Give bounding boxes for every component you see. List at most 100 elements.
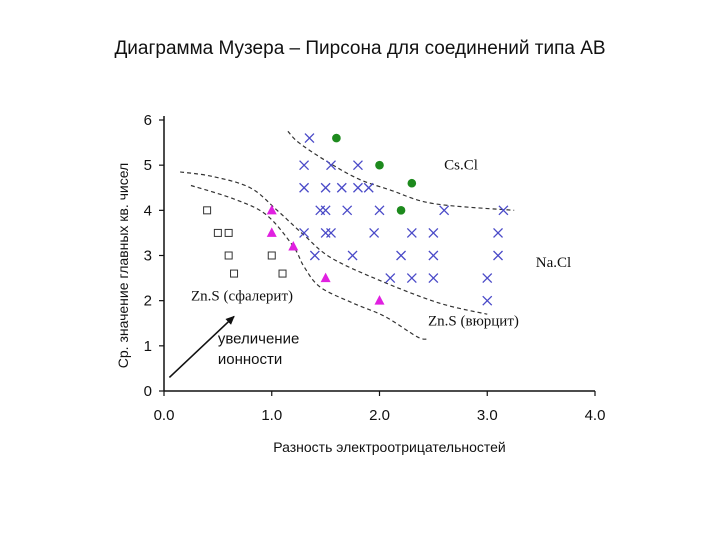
axes: 0.0 1.0 2.0 3.0 4.0 0 1 2 3 4 5 6 <box>144 112 606 424</box>
x-tick-label: 2.0 <box>369 407 390 424</box>
annotation-label: Cs.Cl <box>444 158 478 174</box>
x-axis-title: Разность электроотрицательностей <box>273 439 506 455</box>
cross-point <box>304 133 315 144</box>
slide-title: Диаграмма Музера – Пирсона для соединени… <box>114 38 606 59</box>
cross-point <box>320 205 331 216</box>
cross-stroke <box>428 227 439 238</box>
cross-stroke <box>482 295 493 306</box>
cross-point <box>482 295 493 306</box>
cross-stroke <box>347 250 358 261</box>
cross-stroke <box>493 227 503 238</box>
cross-stroke <box>299 182 310 193</box>
square-point <box>224 228 233 237</box>
x-tick-label: 1.0 <box>261 407 282 424</box>
cross-point <box>406 273 417 284</box>
circle-point <box>396 206 406 215</box>
cross-stroke <box>309 250 320 261</box>
cross-stroke <box>326 160 336 171</box>
cross-point <box>309 250 320 261</box>
cross-stroke <box>320 182 331 193</box>
cross-point <box>493 250 503 261</box>
cross-point <box>406 227 417 238</box>
cross-point <box>428 250 439 261</box>
cross-stroke <box>369 227 380 238</box>
cross-stroke <box>493 250 503 261</box>
triangle-point <box>266 204 277 215</box>
cross-point <box>385 273 396 284</box>
cross-stroke <box>396 250 407 261</box>
x-tick-label: 0.0 <box>154 407 175 424</box>
cross-point <box>498 205 509 216</box>
cross-point <box>482 273 493 284</box>
region-boundary-line <box>287 130 515 211</box>
cross-point <box>342 205 353 216</box>
cross-stroke <box>439 205 450 216</box>
cross-point <box>374 205 385 216</box>
cross-point <box>299 182 310 193</box>
cross-point <box>352 160 363 171</box>
cross-stroke <box>498 205 509 216</box>
ionicity-arrow <box>168 315 235 379</box>
circle-point <box>407 178 417 188</box>
cross-point <box>299 160 310 171</box>
annotation-label: ионности <box>218 351 282 368</box>
y-tick-label: 4 <box>144 202 152 219</box>
region-boundaries <box>180 130 515 340</box>
cross-stroke <box>320 205 331 216</box>
cross-stroke <box>428 250 439 261</box>
cross-stroke <box>352 182 363 193</box>
y-tick-label: 0 <box>144 383 152 400</box>
x-tick-label: 3.0 <box>477 407 498 424</box>
cross-point <box>326 160 336 171</box>
cross-stroke <box>336 182 347 193</box>
cross-stroke <box>374 205 385 216</box>
cross-point <box>493 227 503 238</box>
square-point <box>278 269 287 278</box>
square-point <box>224 251 233 260</box>
cross-point <box>428 273 439 284</box>
cross-stroke <box>406 227 417 238</box>
cross-point <box>299 227 310 238</box>
y-tick-label: 3 <box>144 248 152 265</box>
circle-point <box>375 160 384 170</box>
cross-point <box>320 182 331 193</box>
annotation-label: Na.Cl <box>536 255 571 271</box>
triangle-point <box>266 227 277 237</box>
cross-stroke <box>304 133 315 144</box>
circle-point <box>332 133 341 143</box>
y-tick-label: 1 <box>144 338 152 355</box>
cross-stroke <box>385 273 396 284</box>
cross-stroke <box>428 273 439 284</box>
triangle-point <box>288 240 299 251</box>
cross-stroke <box>406 273 417 284</box>
cross-point <box>352 182 363 193</box>
cross-stroke <box>326 227 336 238</box>
y-tick-label: 6 <box>144 112 152 129</box>
cross-point <box>428 227 439 238</box>
cross-point <box>439 205 450 216</box>
cross-point <box>369 227 380 238</box>
annotation-label: увеличение <box>218 331 299 348</box>
cross-point <box>326 227 336 238</box>
region-boundary-line <box>190 184 429 340</box>
cross-point <box>363 182 374 193</box>
region-boundary-line <box>180 171 488 315</box>
y-tick-label: 2 <box>144 293 152 310</box>
cross-stroke <box>363 182 374 193</box>
square-point <box>213 228 222 237</box>
y-axis-title: Ср. значение главных кв. чисел <box>115 163 131 368</box>
triangle-point <box>374 295 385 305</box>
x-tick-label: 4.0 <box>585 407 606 424</box>
data-points <box>203 133 509 306</box>
annotation-label: Zn.S (сфалерит) <box>191 289 293 305</box>
cross-stroke <box>352 160 363 171</box>
triangle-point <box>320 272 331 283</box>
square-point <box>267 251 276 260</box>
annotation-label: Zn.S (вюрцит) <box>428 314 519 330</box>
cross-point <box>336 182 347 193</box>
annotations: Cs.Cl Na.Cl Zn.S (сфалерит) Zn.S (вюрцит) ув… <box>168 158 571 379</box>
cross-stroke <box>299 160 310 171</box>
y-tick-label: 5 <box>144 157 152 174</box>
square-point <box>203 206 212 215</box>
